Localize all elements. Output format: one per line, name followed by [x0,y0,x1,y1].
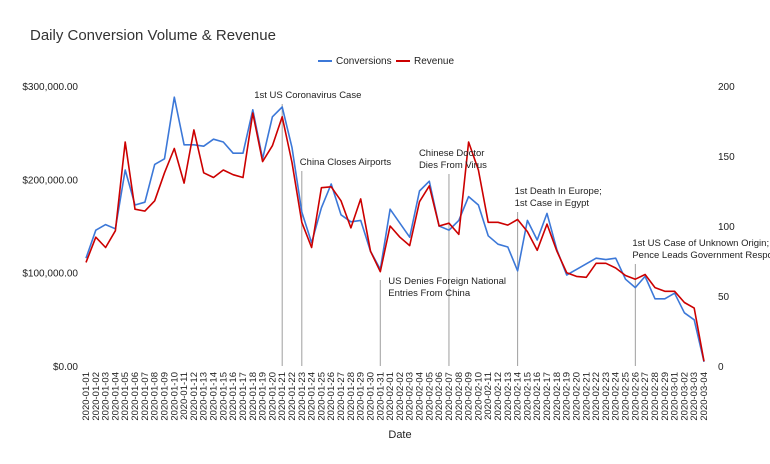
x-tick-label: 2020-02-14 [513,372,524,421]
x-tick-label: 2020-02-19 [562,372,573,421]
x-tick-label: 2020-02-01 [385,372,396,421]
x-tick-label: 2020-03-01 [670,372,681,421]
series-line-revenue [85,112,705,362]
annotation-label: US Denies Foreign National [388,276,506,287]
annotation-lines [281,104,636,366]
annotation-label: 1st US Coronavirus Case [254,90,361,101]
right-tick-label: 0 [718,362,724,373]
x-tick-label: 2020-01-21 [277,372,288,421]
x-tick-label: 2020-01-08 [150,372,161,421]
x-tick-label: 2020-01-06 [130,372,141,421]
annotation-labels: 1st US Coronavirus Case China Closes Airp… [254,90,770,299]
x-tick-label: 2020-01-12 [189,372,200,421]
x-axis-title: Date [388,429,411,441]
annotation-label: 1st Death In Europe; [515,186,602,197]
x-tick-label: 2020-01-14 [209,372,220,421]
x-tick-label: 2020-01-19 [258,372,269,421]
annotation-label: Entries From China [388,288,471,299]
x-tick-label: 2020-01-16 [228,372,239,421]
x-tick-label: 2020-02-26 [630,372,641,421]
x-tick-label: 2020-01-18 [248,372,259,421]
x-tick-label: 2020-02-21 [581,372,592,421]
x-tick-label: 2020-02-12 [493,372,504,421]
x-tick-label: 2020-01-13 [199,372,210,421]
x-tick-label: 2020-02-03 [405,372,416,421]
x-tick-label: 2020-01-05 [120,372,131,421]
legend-label-revenue: Revenue [414,56,454,67]
x-tick-label: 2020-02-04 [415,372,426,421]
left-tick-label: $100,000.00 [22,269,78,280]
legend: Conversions Revenue [318,56,454,67]
right-axis: 0 50 100 150 200 [718,82,735,373]
x-tick-label: 2020-02-11 [483,372,494,420]
x-tick-label: 2020-02-17 [542,372,553,421]
x-tick-label: 2020-02-09 [464,372,475,421]
left-axis: $0.00 $100,000.00 $200,000.00 $300,000.00 [22,82,78,373]
x-tick-label: 2020-02-29 [660,372,671,421]
x-axis: 2020-01-012020-01-022020-01-032020-01-04… [81,372,710,421]
x-tick-label: 2020-02-27 [640,372,651,421]
right-tick-label: 150 [718,152,735,163]
x-tick-label: 2020-03-04 [699,372,710,421]
x-tick-label: 2020-02-20 [571,372,582,421]
x-tick-label: 2020-01-04 [110,372,121,421]
annotation-label: Pence Leads Government Response [632,250,770,261]
x-tick-label: 2020-02-16 [532,372,543,421]
x-tick-label: 2020-02-06 [434,372,445,421]
x-tick-label: 2020-02-25 [621,372,632,421]
left-tick-label: $300,000.00 [22,82,78,93]
x-tick-label: 2020-01-01 [81,372,92,421]
x-tick-label: 2020-01-17 [238,372,249,421]
x-tick-label: 2020-01-27 [336,372,347,421]
x-tick-label: 2020-01-29 [356,372,367,421]
left-tick-label: $0.00 [53,362,78,373]
x-tick-label: 2020-03-03 [689,372,700,421]
legend-label-conversions: Conversions [336,56,392,67]
x-tick-label: 2020-01-11 [179,372,190,420]
x-tick-label: 2020-02-13 [503,372,514,421]
x-tick-label: 2020-01-07 [140,372,151,421]
x-tick-label: 2020-03-02 [679,372,690,421]
annotation-label: Dies From Virus [419,160,487,171]
x-tick-label: 2020-02-18 [552,372,563,421]
x-tick-label: 2020-02-07 [444,372,455,421]
x-tick-label: 2020-02-02 [395,372,406,421]
x-tick-label: 2020-02-22 [591,372,602,421]
left-tick-label: $200,000.00 [22,175,78,186]
x-tick-label: 2020-02-05 [424,372,435,421]
x-tick-label: 2020-01-28 [346,372,357,421]
x-tick-label: 2020-01-31 [375,372,386,421]
x-tick-label: 2020-02-28 [650,372,661,421]
x-tick-label: 2020-02-23 [601,372,612,421]
x-tick-label: 2020-02-24 [611,372,622,421]
x-tick-label: 2020-01-26 [326,372,337,421]
annotation-label: Chinese Doctor [419,148,484,159]
x-tick-label: 2020-01-20 [267,372,278,421]
right-tick-label: 100 [718,222,735,233]
annotation-label: 1st US Case of Unknown Origin; [632,238,769,249]
x-tick-label: 2020-01-02 [91,372,102,421]
right-tick-label: 200 [718,82,735,93]
x-tick-label: 2020-01-23 [297,372,308,421]
x-tick-label: 2020-01-15 [218,372,229,421]
x-tick-label: 2020-01-09 [159,372,170,421]
series-line-conversions [85,96,705,362]
x-tick-label: 2020-02-08 [454,372,465,421]
plot-lines [85,96,705,362]
x-tick-label: 2020-01-22 [287,372,298,421]
x-tick-label: 2020-02-10 [473,372,484,421]
right-tick-label: 50 [718,292,730,303]
x-tick-label: 2020-01-24 [307,372,318,421]
annotation-label: China Closes Airports [300,157,392,168]
x-tick-label: 2020-01-25 [316,372,327,421]
chart-title: Daily Conversion Volume & Revenue [30,27,276,44]
annotation-label: 1st Case in Egypt [515,198,590,209]
x-tick-label: 2020-02-15 [522,372,533,421]
x-tick-label: 2020-01-10 [169,372,180,421]
x-tick-label: 2020-01-03 [101,372,112,421]
x-tick-label: 2020-01-30 [365,372,376,421]
